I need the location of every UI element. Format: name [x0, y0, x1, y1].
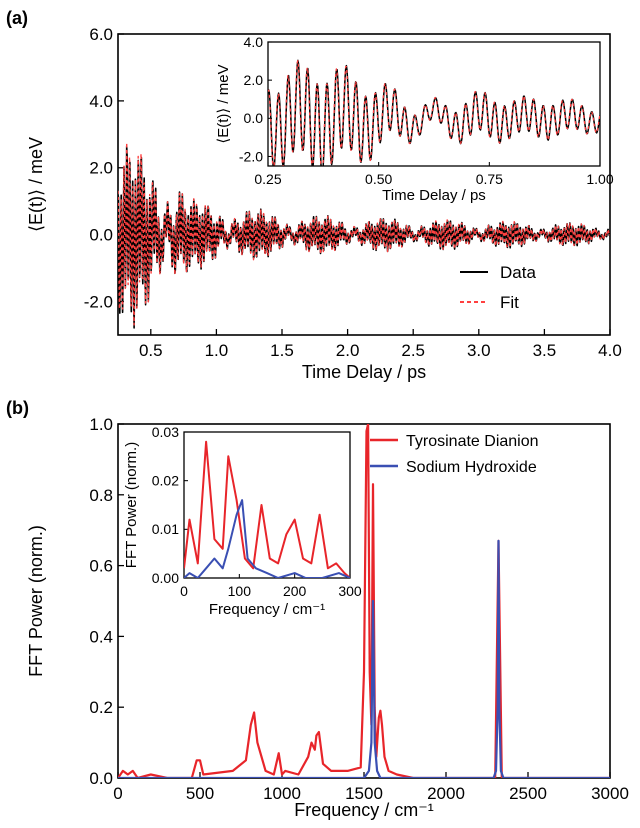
x-axis-label: Time Delay / ps	[302, 362, 426, 382]
legend-b: Tyrosinate Dianion Sodium Hydroxide	[370, 433, 539, 476]
x-tick-label: 500	[186, 784, 214, 803]
y-tick-label: 0.6	[89, 557, 113, 576]
x-tick-label: 2.0	[336, 341, 360, 360]
y-axis-label: ⟨E(t)⟩ / meV	[26, 137, 46, 232]
y-tick-label: 2.0	[244, 72, 264, 88]
legend-label: Tyrosinate Dianion	[406, 433, 539, 450]
y-tick-label: 0.01	[152, 521, 179, 537]
y-tick-label: 0.0	[244, 110, 264, 126]
x-tick-label: 100	[228, 583, 252, 599]
y-tick-label: 0.2	[89, 698, 113, 717]
y-axis-label: FFT Power (norm.)	[123, 442, 140, 568]
series-tyrosinate-dianion	[118, 424, 610, 778]
x-tick-label: 3.0	[467, 341, 491, 360]
panel-b-plot	[118, 424, 610, 778]
y-tick-label: 0.0	[89, 769, 113, 788]
panel-a-inset: 0.25 0.50 0.75 1.00 -2.0 0.0 2.0 4.0 Time Delay …	[215, 34, 614, 204]
panel-a-inset-plot	[268, 59, 600, 166]
y-tick-label: 1.0	[89, 415, 113, 434]
legend-label: Fit	[500, 293, 519, 312]
panel-b-axes: 0 500 1000 1500 2000 2500 30000.00.20.40.60.81…	[26, 415, 629, 820]
x-tick-label: 300	[338, 583, 362, 599]
y-tick-label: 4.0	[244, 34, 264, 50]
x-tick-label: 200	[283, 583, 307, 599]
x-tick-label: 0.75	[476, 171, 503, 187]
y-tick-label: -2.0	[239, 148, 263, 164]
legend-a: Data Fit	[460, 263, 536, 312]
y-tick-label: 0.8	[89, 486, 113, 505]
y-tick-label: 2.0	[89, 159, 113, 178]
y-tick-label: 0.02	[152, 473, 179, 489]
x-tick-label: 1.5	[270, 341, 294, 360]
y-tick-label: 4.0	[89, 92, 113, 111]
panel-label-a: (a)	[6, 8, 28, 28]
y-axis-label: ⟨E(t)⟩ / meV	[215, 64, 232, 143]
y-tick-label: 0.0	[89, 226, 113, 245]
legend-label: Data	[500, 263, 536, 282]
panel-label-b: (b)	[6, 398, 29, 418]
y-tick-label: 0.00	[152, 570, 179, 586]
x-tick-label: 1500	[345, 784, 383, 803]
x-tick-label: 1000	[263, 784, 301, 803]
panel-a-plot	[118, 141, 610, 329]
x-tick-label: 2000	[427, 784, 465, 803]
inset-series-tyrosinate-dianion	[184, 440, 350, 578]
x-axis-label: Frequency / cm⁻¹	[209, 601, 325, 618]
series-sodium-hydroxide	[118, 539, 610, 778]
x-tick-label: 2500	[509, 784, 547, 803]
x-tick-label: 1.0	[205, 341, 229, 360]
x-tick-label: 4.0	[598, 341, 622, 360]
y-tick-label: 0.03	[152, 424, 179, 440]
x-tick-label: 2.5	[401, 341, 425, 360]
x-tick-label: 0	[180, 583, 188, 599]
y-axis-label: FFT Power (norm.)	[26, 525, 46, 677]
inset-series-sodium-hydroxide	[184, 499, 350, 578]
x-axis-label: Time Delay / ps	[382, 187, 486, 204]
x-tick-label: 3.5	[533, 341, 557, 360]
series-fit	[118, 141, 610, 326]
y-tick-label: 0.4	[89, 627, 113, 646]
x-tick-label: 0	[113, 784, 122, 803]
x-tick-label: 0.50	[365, 171, 392, 187]
y-tick-label: -2.0	[84, 293, 113, 312]
x-tick-label: 0.25	[254, 171, 281, 187]
x-tick-label: 3000	[591, 784, 629, 803]
x-tick-label: 1.00	[586, 171, 613, 187]
legend-label: Sodium Hydroxide	[406, 459, 537, 476]
panel-b-inset: 0 100 200 300 0.00 0.01 0.02 0.03 Frequency / cm…	[123, 424, 362, 618]
x-axis-label: Frequency / cm⁻¹	[294, 800, 434, 820]
panel-b-inset-plot	[184, 440, 350, 578]
x-tick-label: 0.5	[139, 341, 163, 360]
y-tick-label: 6.0	[89, 25, 113, 44]
